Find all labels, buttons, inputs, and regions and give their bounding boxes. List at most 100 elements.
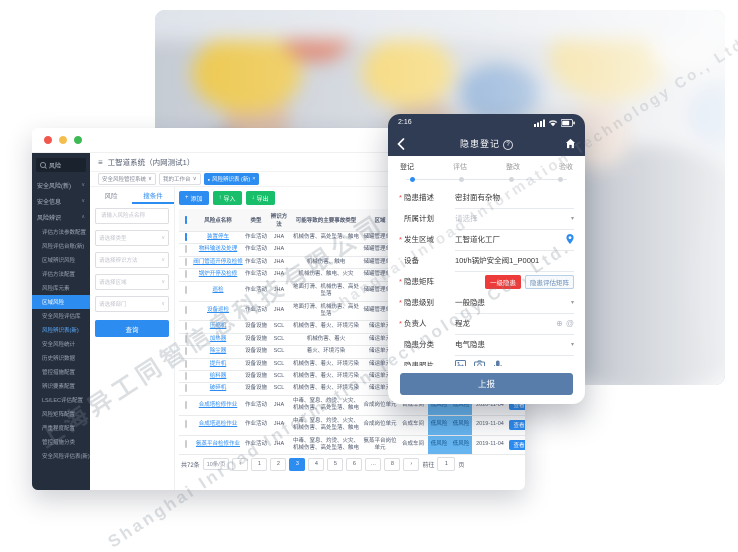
sidebar-search[interactable]: 风险 bbox=[36, 158, 86, 172]
description-field[interactable]: 密封面有杂物 bbox=[455, 187, 574, 209]
mention-icon[interactable]: @ bbox=[565, 318, 574, 328]
row-checkbox[interactable] bbox=[184, 334, 187, 343]
prev-page-button[interactable]: ‹ bbox=[232, 457, 249, 471]
sidebar-item-active[interactable]: 区域风险 bbox=[32, 295, 90, 309]
plan-select[interactable]: 请选择 ▾ bbox=[455, 208, 574, 230]
sidebar-group-2[interactable]: 风险辨识 ∧ bbox=[37, 214, 85, 222]
sidebar-item[interactable]: LS/LEC评估配置 bbox=[42, 398, 83, 404]
sidebar-item[interactable]: 辨识要素配置 bbox=[42, 384, 76, 390]
sidebar-item[interactable]: 历史辨识数据 bbox=[42, 356, 76, 362]
step-label[interactable]: 验收 bbox=[559, 164, 573, 171]
filter-tab[interactable]: 风险 bbox=[104, 193, 118, 200]
risk-point-link[interactable]: 压缩机 bbox=[192, 320, 244, 334]
device-field[interactable]: 10t/h锅炉安全阀1_P0001 bbox=[455, 250, 574, 272]
risk-point-link[interactable]: 锅炉开停及检修 bbox=[192, 268, 244, 282]
risk-point-link[interactable]: 合成塔巡检作业 bbox=[192, 415, 244, 436]
home-icon[interactable] bbox=[565, 138, 576, 149]
select-all-checkbox[interactable] bbox=[184, 216, 187, 224]
category-select[interactable]: 电气隐患 ▾ bbox=[455, 334, 574, 356]
next-page-button[interactable]: › bbox=[403, 457, 420, 471]
sidebar-item[interactable]: 安全风险评估表(新) bbox=[42, 454, 90, 460]
sidebar-item[interactable]: 安全风险统计 bbox=[42, 342, 76, 348]
risk-point-link[interactable]: 除尘器 bbox=[192, 345, 244, 359]
workspace-tab-active[interactable]: ● 风险辨识表 (新) × bbox=[203, 173, 260, 185]
hamburger-icon[interactable]: ≡ bbox=[98, 157, 103, 167]
sidebar-item-highlighted[interactable]: 风险辨识表(新) bbox=[42, 328, 79, 334]
minimize-window-button[interactable] bbox=[59, 136, 67, 144]
sidebar-item[interactable]: 严重程度配置 bbox=[42, 426, 76, 432]
view-button[interactable]: 查看 bbox=[509, 419, 525, 430]
maximize-window-button[interactable] bbox=[74, 136, 82, 144]
method-select[interactable]: 请选择辨识方法 ∨ bbox=[95, 252, 169, 268]
page-button[interactable]: 1 bbox=[251, 457, 268, 471]
row-checkbox[interactable] bbox=[184, 286, 187, 295]
row-checkbox[interactable] bbox=[184, 400, 187, 409]
sidebar-item[interactable]: 风险库元素 bbox=[42, 286, 70, 292]
risk-point-link[interactable]: 装置停车 bbox=[192, 231, 244, 245]
risk-point-link[interactable]: 巡检 bbox=[192, 281, 244, 302]
area-select[interactable]: 请选择区域 ∨ bbox=[95, 274, 169, 290]
import-button[interactable]: ↑ 导入 bbox=[212, 191, 242, 205]
close-icon[interactable]: × bbox=[252, 176, 256, 182]
risk-point-link[interactable]: 物料输送及处理 bbox=[192, 243, 244, 257]
row-checkbox[interactable] bbox=[184, 257, 187, 266]
row-checkbox[interactable] bbox=[184, 359, 187, 368]
sidebar-group-0[interactable]: 安全风险(新) ∨ bbox=[37, 182, 85, 190]
page-button[interactable]: 5 bbox=[327, 457, 344, 471]
camera-icon[interactable] bbox=[474, 360, 487, 366]
risk-point-link[interactable]: 给料器 bbox=[192, 370, 244, 384]
sidebar-item[interactable]: 管控措施配置 bbox=[42, 370, 76, 376]
sidebar-item[interactable]: 区域辨识风险 bbox=[42, 258, 76, 264]
row-checkbox[interactable] bbox=[184, 322, 187, 331]
sidebar-item[interactable]: 管控措施分类 bbox=[42, 440, 76, 446]
workspace-tab[interactable]: 我的工作台 ∨ bbox=[159, 173, 201, 185]
page-button[interactable]: 6 bbox=[346, 457, 363, 471]
risk-point-link[interactable]: 破碎机 bbox=[192, 382, 244, 396]
add-image-icon[interactable] bbox=[455, 360, 468, 366]
workspace-tab[interactable]: 安全风险管控系统 ∨ bbox=[98, 173, 157, 185]
row-checkbox[interactable] bbox=[184, 270, 187, 279]
area-field[interactable]: 工智道化工厂 bbox=[455, 229, 574, 251]
page-button[interactable]: 2 bbox=[270, 457, 287, 471]
sidebar-item[interactable]: 安全风险评估库 bbox=[42, 314, 81, 320]
close-window-button[interactable] bbox=[44, 136, 52, 144]
view-button[interactable]: 查看 bbox=[509, 400, 525, 411]
risk-point-link[interactable]: 提升机 bbox=[192, 358, 244, 372]
export-button[interactable]: ↓ 导出 bbox=[245, 191, 275, 205]
sidebar-group-1[interactable]: 安全信息 ∨ bbox=[37, 198, 85, 206]
owner-field[interactable]: 程龙 ⊕ @ bbox=[455, 313, 574, 335]
microphone-icon[interactable] bbox=[493, 360, 504, 367]
row-checkbox[interactable] bbox=[184, 440, 187, 449]
hazard-level-button[interactable]: 一级隐患 bbox=[485, 274, 521, 289]
view-button[interactable]: 查看 bbox=[509, 439, 525, 450]
page-button-active[interactable]: 3 bbox=[289, 457, 306, 471]
row-checkbox[interactable] bbox=[184, 306, 187, 315]
sidebar-item[interactable]: 评估方法配置 bbox=[42, 272, 76, 278]
risk-point-link[interactable]: 合成塔检修作业 bbox=[192, 395, 244, 416]
submit-button[interactable]: 上报 bbox=[400, 373, 573, 395]
filter-tab-active[interactable]: 搜条件 bbox=[132, 189, 174, 204]
risk-point-link[interactable]: 加热器 bbox=[192, 333, 244, 347]
row-checkbox[interactable] bbox=[184, 384, 187, 393]
sidebar-item[interactable]: 评估方法参数配置 bbox=[42, 230, 87, 236]
risk-point-link[interactable]: 设备巡检 bbox=[192, 301, 244, 322]
help-badge-icon[interactable]: ? bbox=[503, 140, 513, 150]
page-size-select[interactable]: 10条/页 bbox=[202, 458, 230, 471]
grade-select[interactable]: 一般隐患 ▾ bbox=[455, 292, 574, 314]
step-label[interactable]: 评估 bbox=[453, 164, 467, 171]
sidebar-item[interactable]: 风险评估台账(新) bbox=[42, 244, 85, 250]
risk-point-link[interactable]: 氨蒸平台检修作业 bbox=[192, 435, 244, 456]
risk-point-link[interactable]: 阀门管道开停及检修 bbox=[192, 256, 244, 270]
row-checkbox[interactable] bbox=[184, 347, 187, 356]
person-picker-icon[interactable]: ⊕ bbox=[556, 318, 563, 328]
sidebar-item[interactable]: 风险矩阵配置 bbox=[42, 412, 76, 418]
goto-page-input[interactable] bbox=[437, 457, 456, 472]
row-checkbox[interactable] bbox=[184, 420, 187, 429]
search-button[interactable]: 查询 bbox=[95, 320, 169, 337]
type-select[interactable]: 请选择类型 ∨ bbox=[95, 230, 169, 246]
row-checkbox[interactable] bbox=[184, 372, 187, 381]
step-label[interactable]: 登记 bbox=[400, 164, 414, 171]
matrix-evaluate-button[interactable]: 隐患评估矩阵 bbox=[525, 274, 574, 289]
step-label[interactable]: 整改 bbox=[506, 164, 520, 171]
dept-select[interactable]: 请选择部门 ∨ bbox=[95, 296, 169, 312]
